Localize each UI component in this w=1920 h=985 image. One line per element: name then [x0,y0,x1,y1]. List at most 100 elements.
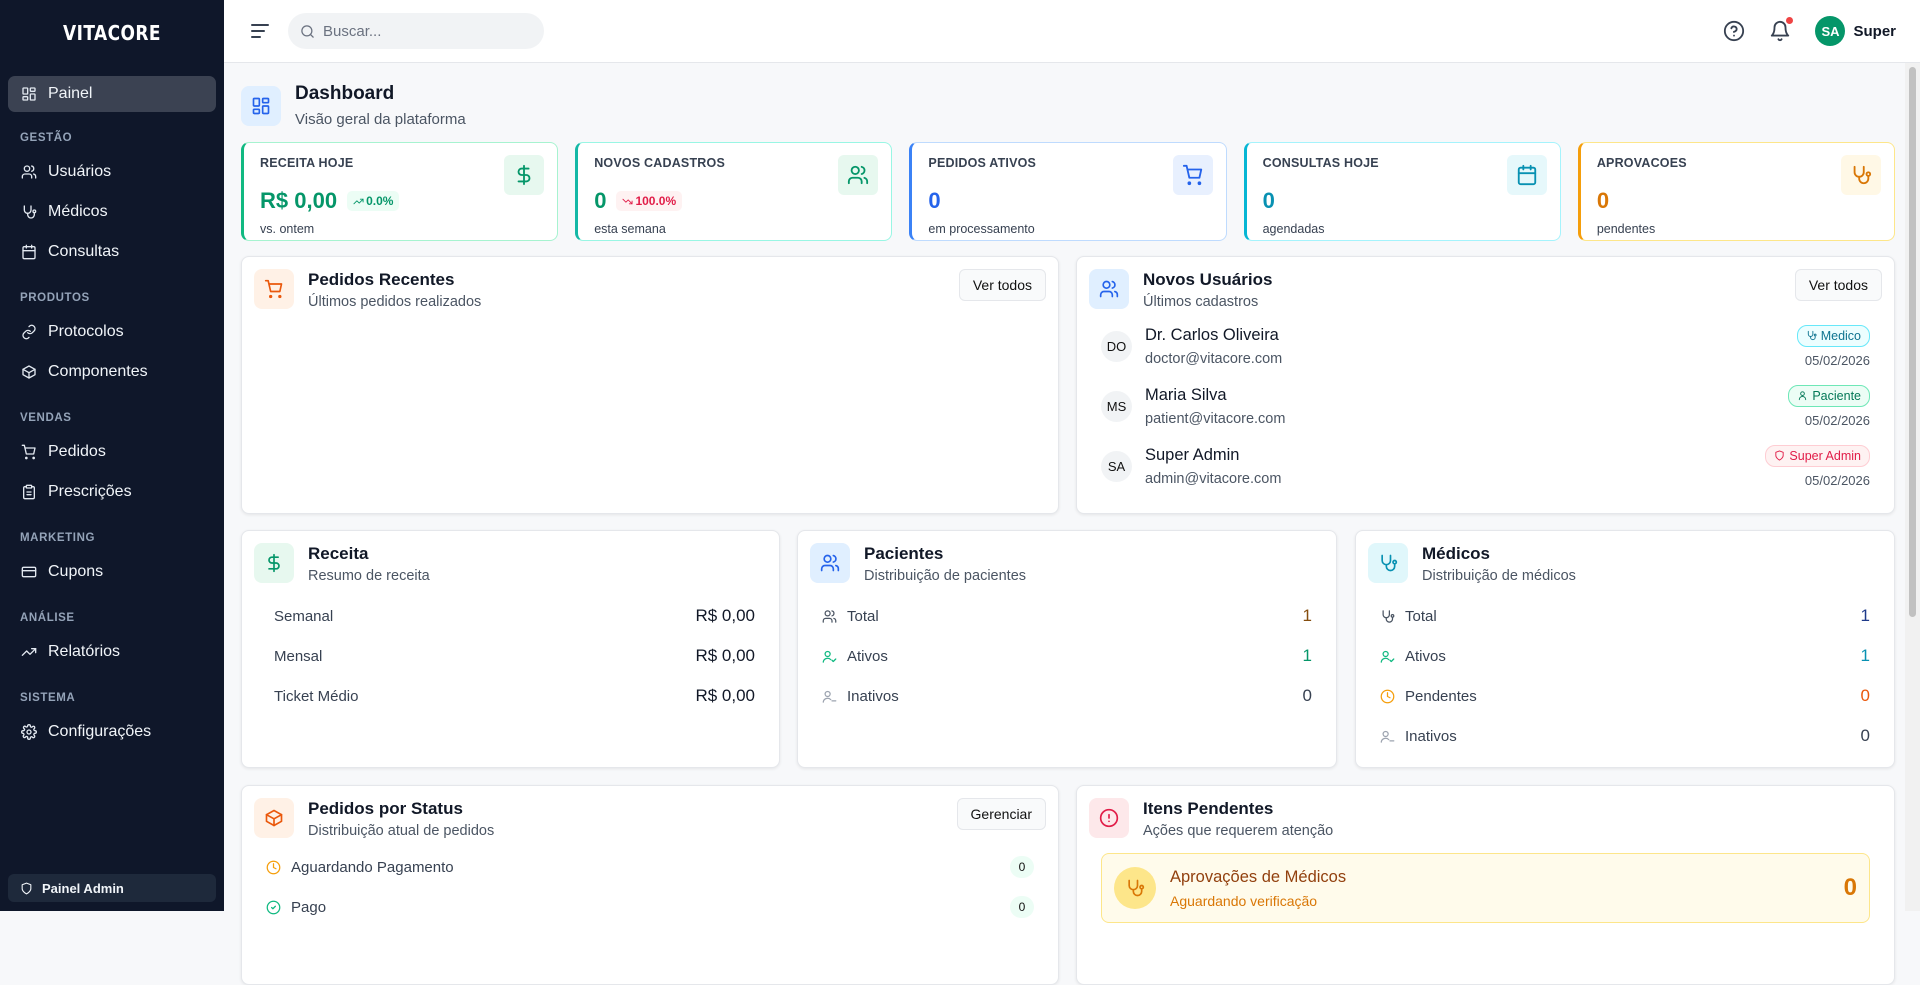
stat-label: CONSULTAS HOJE [1262,156,1379,170]
sidebar-item-protocolos[interactable]: Protocolos [8,312,216,352]
admin-panel-badge[interactable]: Painel Admin [8,874,216,902]
notification-button[interactable] [1769,17,1794,42]
gear-icon [21,724,37,740]
sidebar-item-pedidos[interactable]: Pedidos [8,432,216,472]
user-minus-icon [1380,729,1395,744]
row-label: Pendentes [1405,687,1477,705]
users-icon [838,155,879,195]
sidebar-item-label: Configurações [48,723,152,740]
page-title: Dashboard [295,83,395,104]
row-value: 0 [1860,726,1870,745]
calendar-icon [1506,155,1547,195]
sidebar-item-consultas[interactable]: Consultas [8,232,216,272]
stat-card[interactable]: APROVACOES 0 pendentes [1577,142,1896,241]
stat-sub: agendadas [1262,222,1325,236]
sidebar-item-painel[interactable]: Painel [8,76,216,112]
stethoscope-icon [1368,543,1408,583]
stat-sub: esta semana [594,222,666,236]
calendar-icon [21,244,37,260]
doctors-card: Médicos Distribuição de médicos Total 1 Ati… [1355,530,1895,768]
patients-card: Pacientes Distribuição de pacientes Total… [797,530,1337,768]
search-input[interactable] [323,22,523,40]
help-icon[interactable] [1723,20,1745,42]
users-icon [822,609,837,624]
row-value: 0 [1010,896,1034,918]
search-box[interactable] [288,13,544,49]
view-all-users-button[interactable]: Ver todos [1794,269,1882,301]
stat-row: Ativos 1 [1368,636,1882,676]
alert-icon [1089,798,1129,838]
stat-row: Inativos 0 [810,676,1324,716]
pending-count: 0 [1843,874,1857,901]
stethoscope-icon [1841,155,1882,195]
package-icon [254,798,294,838]
stat-card[interactable]: PEDIDOS ATIVOS 0 em processamento [909,142,1227,241]
card-title: Pedidos por Status [308,799,463,818]
role-badge: Paciente [1788,384,1870,407]
change-badge: 0.0% [347,191,400,211]
cart-icon [254,269,294,309]
avatar: DO [1101,330,1132,362]
row-value: R$ 0,00 [695,686,755,705]
link-icon [21,324,37,340]
row-value: 1 [1302,606,1312,625]
user-email: doctor@vitacore.com [1145,350,1283,367]
pending-doctor-approvals[interactable]: Aprovações de Médicos Aguardando verifica… [1101,853,1870,923]
package-icon [21,364,37,380]
stat-value: 0 [1262,188,1275,213]
new-users-card: Novos Usuários Últimos cadastros Ver todo… [1076,256,1895,514]
sidebar-item-label: Protocolos [48,323,124,340]
user-list-item[interactable]: SA Super Admin admin@vitacore.com Super A… [1089,436,1882,496]
revenue-card: Receita Resumo de receita Semanal R$ 0,00 M… [241,530,780,768]
main-content: Dashboard Visão geral da plataforma RECEI… [241,63,1896,985]
clock-icon [266,860,281,875]
stat-sub: vs. ontem [260,222,315,236]
top-header: SA Super [224,0,1920,63]
row-label: Semanal [274,607,334,625]
avatar[interactable]: SA [1815,16,1846,46]
sidebar-item-usuarios[interactable]: Usuários [8,152,216,192]
user-name[interactable]: Super [1853,22,1896,40]
manage-orders-button[interactable]: Gerenciar [956,798,1046,830]
sidebar-item-cupons[interactable]: Cupons [8,552,216,592]
user-date: 05/02/2026 [1804,472,1870,488]
sidebar-item-relatorios[interactable]: Relatórios [8,632,216,672]
sidebar-item-componentes[interactable]: Componentes [8,352,216,392]
user-email: admin@vitacore.com [1145,470,1282,487]
user-list-item[interactable]: DO Dr. Carlos Oliveira doctor@vitacore.co… [1089,316,1882,376]
section-marketing: MARKETING [20,532,96,544]
notification-dot [1786,17,1794,24]
card-title: Novos Usuários [1143,270,1273,289]
stat-card[interactable]: NOVOS CADASTROS 0 100.0% esta semana [575,142,893,241]
stethoscope-icon [1380,609,1395,624]
user-list-item[interactable]: MS Maria Silva patient@vitacore.com Pacie… [1089,376,1882,436]
user-check-icon [822,649,837,664]
row-value: R$ 0,00 [695,646,755,665]
scrollbar[interactable] [1905,63,1920,911]
row-label: Total [847,607,879,625]
cart-icon [1172,155,1213,195]
card-subtitle: Ações que requerem atenção [1143,823,1334,839]
grid-icon [21,86,37,102]
stethoscope-icon [1114,867,1156,909]
users-icon [21,164,37,180]
sidebar-item-medicos[interactable]: Médicos [8,192,216,232]
sidebar-item-configuracoes[interactable]: Configurações [8,712,216,752]
check-circle-icon [266,900,281,915]
sidebar-item-prescricoes[interactable]: Prescrições [8,472,216,512]
stat-row: Ativos 1 [810,636,1324,676]
scrollbar-thumb[interactable] [1909,67,1916,617]
stat-card[interactable]: RECEITA HOJE R$ 0,00 0.0% vs. ontem [241,142,559,241]
sidebar-item-label: Componentes [48,363,148,380]
row-value: 1 [1302,646,1312,665]
row-value: 0 [1860,686,1870,705]
menu-icon[interactable] [248,19,272,43]
stat-row: Mensal R$ 0,00 [254,636,767,676]
card-icon [21,564,37,580]
shield-icon [20,882,33,895]
view-all-orders-button[interactable]: Ver todos [958,269,1046,301]
stat-card[interactable]: CONSULTAS HOJE 0 agendadas [1243,142,1561,241]
row-label: Ativos [1405,647,1446,665]
sidebar-item-label: Relatórios [48,643,121,660]
stat-label: NOVOS CADASTROS [594,156,725,170]
